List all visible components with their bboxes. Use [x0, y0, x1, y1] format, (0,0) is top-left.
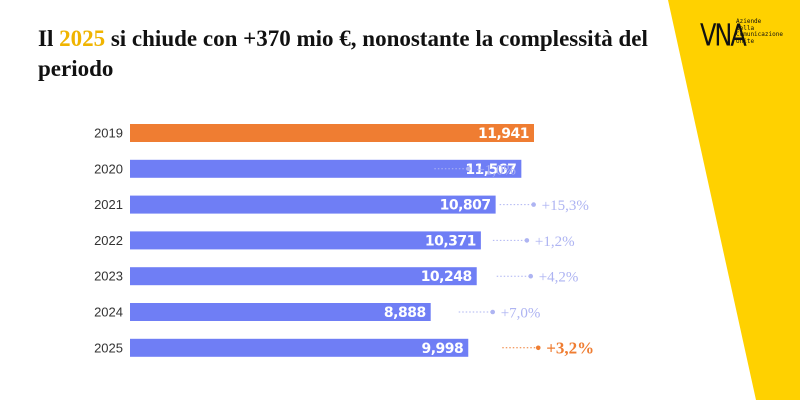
value-label: 10,248 — [421, 269, 472, 285]
growth-dot — [531, 202, 536, 207]
growth-label: +4,2% — [539, 270, 579, 286]
bar — [130, 124, 534, 142]
growth-label: +1,0% — [476, 162, 516, 178]
growth-dot — [528, 273, 534, 279]
yellow-accent-shape — [668, 0, 800, 400]
logo-line: Aziende della — [736, 18, 762, 32]
logo-line: Unite — [736, 37, 755, 45]
title-prefix: Il — [38, 26, 60, 51]
value-label: 8,888 — [384, 305, 426, 321]
category-label: 2021 — [94, 197, 123, 212]
growth-label: +3,2% — [546, 338, 594, 357]
category-label: 2022 — [94, 233, 123, 248]
bar — [130, 267, 477, 286]
bar — [130, 231, 481, 250]
growth-dot — [524, 238, 530, 243]
value-label: 9,998 — [421, 341, 463, 357]
category-label: 2020 — [94, 161, 123, 176]
category-label: 2023 — [94, 269, 123, 284]
title-highlight: 2025 — [59, 26, 106, 51]
logo-mark: VNA — [700, 18, 747, 53]
logo-subtitle: Aziende della Comunicazione Unite — [736, 18, 783, 45]
title-suffix: si chiude con +370 mio €, nonostante la … — [38, 26, 648, 81]
bar — [130, 338, 469, 357]
growth-dot — [466, 166, 471, 172]
logo-line: Comunicazione — [736, 31, 783, 38]
growth-label: +7,0% — [501, 306, 541, 322]
growth-label: +1,2% — [535, 234, 575, 250]
bar — [130, 195, 496, 214]
value-label: 11,941 — [478, 126, 529, 142]
value-label: 10,371 — [425, 233, 476, 249]
category-label: 2025 — [94, 340, 123, 355]
value-label: 11,567 — [465, 162, 516, 178]
category-label: 2024 — [94, 305, 123, 320]
value-label: 10,807 — [440, 198, 491, 214]
growth-dot — [535, 345, 541, 351]
category-label: 2019 — [94, 126, 123, 141]
growth-label: +15,3% — [542, 198, 589, 214]
bar — [130, 303, 431, 321]
page-title: Il 2025 si chiude con +370 mio €, nonost… — [38, 24, 678, 84]
bar — [130, 159, 522, 178]
vna-logo: VNA Aziende della Comunicazione Unite — [700, 18, 783, 58]
growth-dot — [490, 309, 496, 315]
